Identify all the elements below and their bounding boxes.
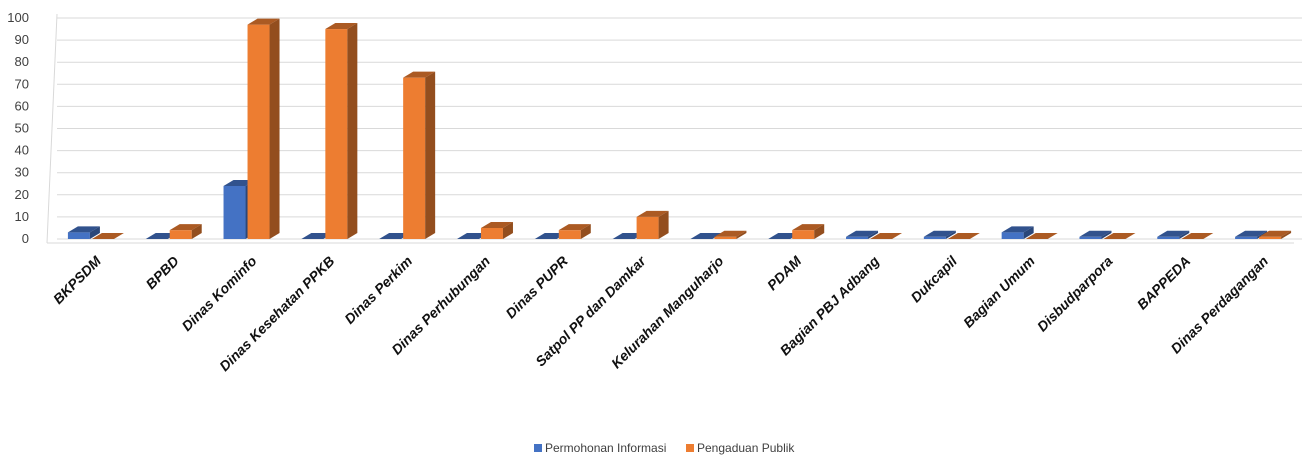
bar-permohonan	[846, 230, 879, 239]
x-tick-label: PDAM	[764, 253, 805, 294]
axis-wall-edge	[46, 13, 58, 244]
legend-swatch-pengaduan	[686, 444, 694, 452]
bars	[67, 18, 1292, 239]
y-axis: 0 10 20 30 40 50 60 70 80 90 100	[7, 10, 29, 246]
bar-permohonan	[923, 230, 956, 239]
x-tick-label: BAPPEDA	[1134, 253, 1194, 313]
bar-pengaduan	[714, 230, 747, 239]
bar-pengaduan	[870, 233, 903, 239]
bar-pengaduan	[403, 71, 436, 239]
bar-permohonan	[1157, 230, 1190, 239]
y-tick-label: 20	[15, 187, 29, 202]
bar-pengaduan	[947, 233, 980, 239]
legend-label-permohonan: Permohonan Informasi	[545, 441, 666, 455]
bar-pengaduan	[1259, 230, 1292, 239]
legend-label-pengaduan: Pengaduan Publik	[697, 441, 795, 455]
bar-pengaduan	[1025, 233, 1058, 239]
y-tick-label: 40	[15, 143, 29, 158]
bar-pengaduan	[636, 210, 669, 239]
x-tick-label: Dukcapil	[907, 252, 960, 305]
y-tick-label: 50	[15, 121, 29, 136]
legend: Permohonan Informasi Pengaduan Publik	[534, 441, 795, 455]
bar-pengaduan	[1181, 233, 1214, 239]
y-tick-label: 10	[15, 209, 29, 224]
y-tick-label: 100	[7, 10, 29, 25]
bar-pengaduan	[1103, 233, 1136, 239]
bar-pengaduan	[247, 18, 280, 239]
x-tick-label: Dinas Perkim	[341, 253, 415, 327]
bar-pengaduan	[792, 224, 825, 239]
bar-pengaduan	[91, 233, 124, 239]
y-tick-label: 60	[15, 98, 29, 113]
bar-permohonan	[1079, 230, 1112, 239]
y-tick-label: 80	[15, 54, 29, 69]
x-tick-label: Bagian Umum	[960, 253, 1038, 331]
x-tick-label: BKPSDM	[50, 253, 104, 307]
y-tick-label: 70	[15, 76, 29, 91]
y-tick-label: 90	[15, 32, 29, 47]
bar-pengaduan	[325, 23, 358, 239]
bar-permohonan	[67, 226, 100, 239]
x-tick-label: Dinas PUPR	[502, 252, 571, 321]
bar-permohonan	[1001, 226, 1034, 239]
bar-pengaduan	[169, 224, 202, 239]
x-tick-label: Dinas Kominfo	[178, 252, 259, 333]
y-tick-label: 0	[22, 231, 29, 246]
bar-pengaduan	[558, 224, 591, 239]
bar-pengaduan	[480, 221, 513, 239]
x-tick-label: BPBD	[142, 253, 181, 292]
legend-swatch-permohonan	[534, 444, 542, 452]
y-tick-label: 30	[15, 165, 29, 180]
x-tick-label: Disbudparpora	[1034, 253, 1116, 335]
